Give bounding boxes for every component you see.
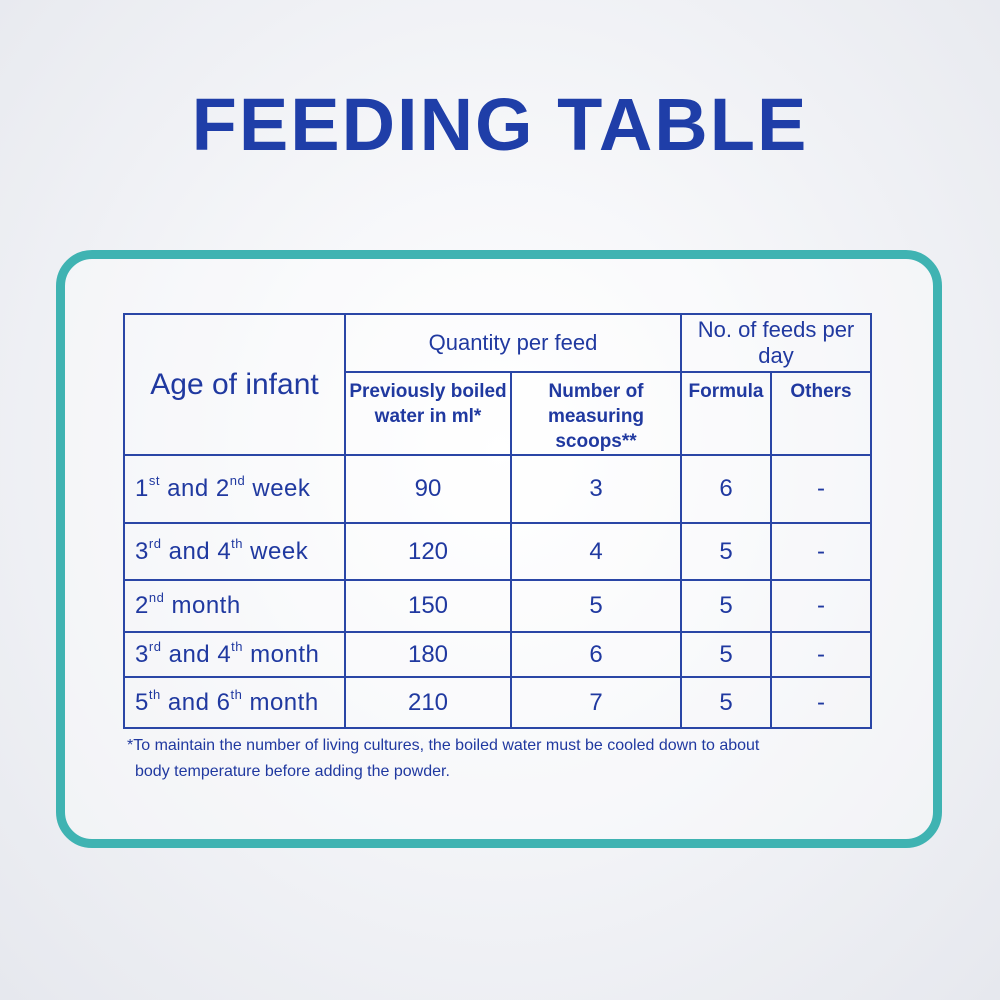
scoops-cell: 4: [510, 522, 682, 581]
water-cell: 180: [344, 631, 512, 678]
scoops-header-line1: Number of: [548, 381, 644, 402]
scoops-cell: 3: [510, 454, 682, 524]
feeding-table: Age of infant Quantity per feed No. of f…: [123, 313, 872, 729]
table-row: 1st and 2nd week 90 3 6 -: [123, 454, 872, 524]
water-header-line1: Previously boiled: [349, 381, 507, 402]
table-row: 3rd and 4th week 120 4 5 -: [123, 522, 872, 581]
others-cell: -: [770, 631, 872, 678]
formula-cell: 6: [680, 454, 772, 524]
others-header: Others: [770, 371, 872, 456]
others-cell: -: [770, 676, 872, 729]
others-cell: -: [770, 579, 872, 633]
age-header: Age of infant: [123, 313, 346, 456]
age-cell: 5th and 6th month: [123, 676, 346, 729]
formula-cell: 5: [680, 676, 772, 729]
others-cell: -: [770, 454, 872, 524]
table-row: 3rd and 4th month 180 6 5 -: [123, 631, 872, 678]
water-cell: 90: [344, 454, 512, 524]
scoops-header-line2: measuring scoops**: [547, 406, 645, 452]
formula-cell: 5: [680, 631, 772, 678]
formula-header: Formula: [680, 371, 772, 456]
table-row: 2nd month 150 5 5 -: [123, 579, 872, 633]
age-cell: 2nd month: [123, 579, 346, 633]
water-header-line2: water in ml*: [374, 406, 482, 427]
scoops-cell: 7: [510, 676, 682, 729]
table-row: 5th and 6th month 210 7 5 -: [123, 676, 872, 729]
formula-cell: 5: [680, 522, 772, 581]
age-cell: 1st and 2nd week: [123, 454, 346, 524]
water-cell: 210: [344, 676, 512, 729]
scoops-cell: 6: [510, 631, 682, 678]
age-cell: 3rd and 4th week: [123, 522, 346, 581]
others-cell: -: [770, 522, 872, 581]
scoops-cell: 5: [510, 579, 682, 633]
scoops-header: Number of measuring scoops**: [510, 371, 682, 456]
footnote-line1: *To maintain the number of living cultur…: [127, 737, 760, 754]
formula-cell: 5: [680, 579, 772, 633]
water-cell: 150: [344, 579, 512, 633]
water-cell: 120: [344, 522, 512, 581]
footnote: *To maintain the number of living cultur…: [127, 733, 827, 785]
feeds-header: No. of feeds per day: [680, 313, 872, 373]
quantity-header: Quantity per feed: [344, 313, 682, 373]
water-header: Previously boiled water in ml*: [344, 371, 512, 456]
footnote-line2: body temperature before adding the powde…: [135, 763, 450, 780]
age-cell: 3rd and 4th month: [123, 631, 346, 678]
page-title: FEEDING TABLE: [191, 83, 809, 166]
